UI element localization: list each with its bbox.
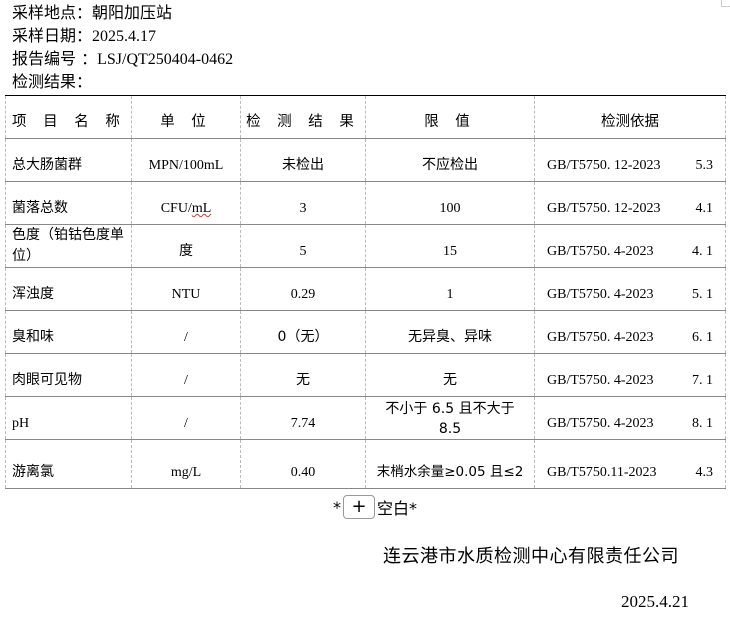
results-label: 检测结果： [12, 72, 93, 91]
item: 臭和味 [5, 310, 132, 354]
method-clause: 4.3 [695, 465, 714, 480]
company-name: 连云港市水质检测中心有限责任公司 [383, 546, 679, 567]
blank-marker: * + 空白* [333, 495, 417, 519]
result: 无 [240, 353, 366, 397]
report-number-value: LSJ/QT250404-0462 [97, 51, 234, 68]
method: GB/T5750. 4-2023 7. 1 [534, 353, 726, 397]
method-standard: GB/T5750. 12-2023 [547, 158, 661, 173]
result: 0（无） [240, 310, 366, 354]
method-clause: 7. 1 [692, 373, 713, 388]
result: 0.29 [240, 267, 366, 311]
method-standard: GB/T5750. 4-2023 [547, 244, 654, 259]
unit: / [131, 396, 241, 440]
table-row: 浑浊度 NTU 0.29 1 GB/T5750. 4-2023 5. 1 [5, 267, 726, 311]
method-standard: GB/T5750. 12-2023 [547, 201, 661, 216]
col-limit: 限 值 [365, 95, 535, 139]
unit: MPN/100mL [131, 138, 241, 182]
report-date: 2025.4.21 [621, 592, 689, 611]
table-row: 游离氯 mg/L 0.40 末梢水余量≥0.05 且≤2 GB/T5750.11… [5, 439, 726, 489]
report-number-label: 报告编号 ： [12, 49, 98, 68]
result: 未检出 [240, 138, 366, 182]
method-standard: GB/T5750. 4-2023 [547, 373, 654, 388]
col-method: 检测依据 [534, 95, 726, 139]
method: GB/T5750. 4-2023 8. 1 [534, 396, 726, 440]
method-clause: 6. 1 [692, 330, 713, 345]
table-row: pH / 7.74 不小于 6.5 且不大于 8.5 GB/T5750. 4-2… [5, 396, 726, 440]
method-clause: 4. 1 [692, 244, 713, 259]
col-item: 项 目 名 称 [5, 95, 132, 139]
unit: CFU/mL [131, 181, 241, 225]
method-standard: GB/T5750.11-2023 [547, 465, 657, 480]
result: 3 [240, 181, 366, 225]
unit: NTU [131, 267, 241, 311]
method-clause: 4.1 [695, 201, 714, 216]
blank-text: 空白* [377, 499, 418, 518]
limit: 不小于 6.5 且不大于 8.5 [365, 396, 535, 440]
sampling-date-label: 采样日期： [12, 26, 93, 45]
report-number: 报告编号 ：LSJ/QT250404-0462 [12, 49, 233, 70]
method: GB/T5750. 12-2023 5.3 [534, 138, 726, 182]
col-result: 检 测 结 果 [240, 95, 366, 139]
item: 肉眼可见物 [5, 353, 132, 397]
item: 浑浊度 [5, 267, 132, 311]
method: GB/T5750.11-2023 4.3 [534, 439, 726, 489]
result: 7.74 [240, 396, 366, 440]
unit-part: CFU/ [160, 201, 192, 216]
table-row: 总大肠菌群 MPN/100mL 未检出 不应检出 GB/T5750. 12-20… [5, 138, 726, 182]
col-unit: 单 位 [131, 95, 241, 139]
table-row: 色度（铂钴色度单位） 度 5 15 GB/T5750. 4-2023 4. 1 [5, 224, 726, 268]
result: 5 [240, 224, 366, 268]
method-clause: 5. 1 [692, 287, 713, 302]
sampling-date: 采样日期：2025.4.17 [12, 26, 156, 47]
item: 总大肠菌群 [5, 138, 132, 182]
method-standard: GB/T5750. 4-2023 [547, 416, 654, 431]
blank-prefix: * [333, 497, 341, 517]
method-standard: GB/T5750. 4-2023 [547, 287, 654, 302]
method: GB/T5750. 12-2023 4.1 [534, 181, 726, 225]
item: 菌落总数 [5, 181, 132, 225]
limit: 末梢水余量≥0.05 且≤2 [365, 439, 535, 489]
sampling-date-value: 2025.4.17 [92, 28, 157, 45]
table-header: 项 目 名 称 单 位 检 测 结 果 限 值 检测依据 [5, 95, 726, 139]
limit: 不应检出 [365, 138, 535, 182]
item: 游离氯 [5, 439, 132, 489]
limit: 无 [365, 353, 535, 397]
table-row: 菌落总数 CFU/mL 3 100 GB/T5750. 12-2023 4.1 [5, 181, 726, 225]
results-table: 项 目 名 称 单 位 检 测 结 果 限 值 检测依据 总大肠菌群 MPN/1… [5, 95, 726, 489]
method: GB/T5750. 4-2023 6. 1 [534, 310, 726, 354]
method-standard: GB/T5750. 4-2023 [547, 330, 654, 345]
table-row: 肉眼可见物 / 无 无 GB/T5750. 4-2023 7. 1 [5, 353, 726, 397]
result: 0.40 [240, 439, 366, 489]
method-clause: 8. 1 [692, 416, 713, 431]
add-button[interactable]: + [343, 495, 375, 519]
corner-mark [721, 0, 730, 7]
unit: mg/L [131, 439, 241, 489]
sampling-site-label: 采样地点： [12, 3, 93, 22]
method: GB/T5750. 4-2023 5. 1 [534, 267, 726, 311]
item: pH [5, 396, 132, 440]
limit: 15 [365, 224, 535, 268]
limit: 100 [365, 181, 535, 225]
unit: / [131, 310, 241, 354]
limit: 1 [365, 267, 535, 311]
unit-part-spellcheck: mL [191, 201, 212, 216]
method-clause: 5.3 [695, 158, 714, 173]
item: 色度（铂钴色度单位） [5, 224, 132, 268]
limit: 无异臭、异味 [365, 310, 535, 354]
unit: / [131, 353, 241, 397]
sampling-site-value: 朝阳加压站 [92, 3, 173, 22]
table-row: 臭和味 / 0（无） 无异臭、异味 GB/T5750. 4-2023 6. 1 [5, 310, 726, 354]
sampling-site: 采样地点：朝阳加压站 [12, 3, 172, 23]
unit: 度 [131, 224, 241, 268]
method: GB/T5750. 4-2023 4. 1 [534, 224, 726, 268]
